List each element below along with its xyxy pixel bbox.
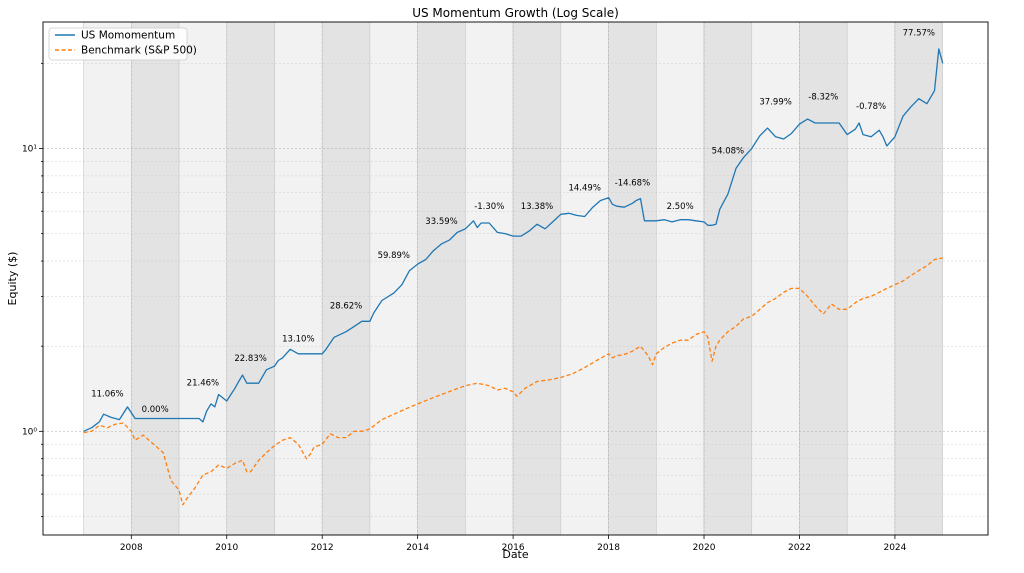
year-band-2019: [655, 21, 705, 536]
x-axis-label: Date: [502, 548, 529, 561]
year-band-2010: [226, 21, 275, 536]
year-band-2012: [321, 21, 371, 536]
year-band-2014: [417, 21, 466, 536]
return-annotation: -1.30%: [474, 202, 504, 212]
x-tick-label: 2016: [502, 543, 525, 553]
year-band-2015: [465, 21, 514, 536]
benchmark-series-line: [83, 257, 943, 506]
return-annotation: 0.00%: [142, 405, 169, 415]
year-band-2023: [846, 21, 896, 536]
year-band-2007: [83, 21, 132, 536]
return-annotation: 22.83%: [234, 354, 266, 364]
year-bands: [83, 21, 943, 536]
return-annotation: 59.89%: [378, 251, 410, 261]
return-annotation: 11.06%: [91, 389, 123, 399]
series-lines: [83, 48, 944, 506]
return-annotation: 2.50%: [667, 202, 694, 212]
return-annotation: -0.78%: [856, 102, 886, 112]
return-annotation: 33.59%: [425, 217, 457, 227]
year-band-2018: [608, 21, 657, 536]
grid-lines: [43, 22, 988, 535]
year-band-2021: [751, 21, 800, 536]
legend-label: Benchmark (S&P 500): [81, 45, 197, 57]
plot-frame: [42, 21, 989, 536]
x-tick-label: 2010: [215, 543, 238, 553]
return-annotation: 14.49%: [568, 184, 600, 194]
x-tick-label: 2018: [597, 543, 620, 553]
year-band-2008: [130, 21, 180, 536]
return-annotation: -14.68%: [615, 178, 650, 188]
momentum-series-line: [83, 48, 944, 432]
year-band-2009: [178, 21, 228, 536]
x-tick-label: 2014: [406, 543, 429, 553]
legend-label: US Momomentum: [81, 30, 175, 42]
legend: US Momomentum Benchmark (S&P 500): [48, 27, 197, 61]
x-tick-label: 2012: [311, 543, 334, 553]
return-annotation: 21.46%: [187, 379, 219, 389]
year-band-2024: [894, 21, 943, 536]
year-band-2017: [560, 21, 609, 536]
x-tick-label: 2022: [788, 543, 811, 553]
y-tick-label: 10¹: [22, 144, 37, 154]
return-annotation: 54.08%: [712, 146, 744, 156]
y-axis-ticks: 10⁰ 10¹: [22, 62, 43, 517]
return-annotation: 13.10%: [282, 334, 314, 344]
return-annotation: 28.62%: [330, 301, 362, 311]
yearly-return-annotations: 11.06% 0.00% 21.46% 22.83% 13.10% 28.62% 59.89…: [91, 28, 935, 415]
y-axis-label: Equity ($): [6, 252, 19, 306]
year-band-2020: [703, 21, 753, 536]
year-band-2011: [274, 21, 323, 536]
return-annotation: 37.99%: [759, 98, 791, 108]
return-annotation: 77.57%: [903, 28, 935, 38]
x-tick-label: 2020: [693, 543, 716, 553]
x-tick-label: 2024: [883, 543, 906, 553]
return-annotation: 13.38%: [521, 202, 553, 212]
chart-title: US Momentum Growth (Log Scale): [412, 6, 619, 20]
legend-box: [48, 27, 188, 61]
x-axis-ticks: 2008 2010 2012 2014 2016 2018 2020 2022 2024: [120, 535, 907, 553]
x-tick-label: 2008: [120, 543, 143, 553]
year-band-2013: [369, 21, 418, 536]
year-band-2016: [512, 21, 562, 536]
y-tick-label: 10⁰: [22, 427, 37, 437]
return-annotation: -8.32%: [808, 92, 838, 102]
